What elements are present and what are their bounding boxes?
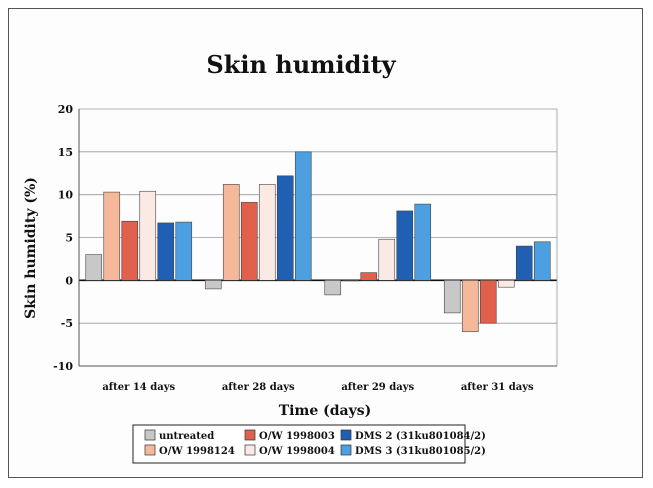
legend-swatch — [144, 429, 156, 441]
bar — [294, 151, 312, 281]
bar — [461, 280, 479, 333]
y-tick-label: -5 — [61, 317, 73, 330]
legend-swatch — [340, 429, 352, 441]
bar — [121, 220, 139, 281]
y-tick-labels: 20 15 10 5 0 -5 -10 — [53, 103, 73, 373]
bar — [324, 280, 342, 296]
x-category-label: after 28 days — [222, 382, 295, 393]
bar — [414, 203, 432, 281]
bar — [497, 280, 515, 288]
bar — [533, 241, 551, 281]
chart-frame: Skin humidity 20 15 10 5 0 -5 -10 after 14 day… — [8, 8, 643, 478]
legend-label: O/W 1998124 — [159, 446, 235, 457]
chart-title: Skin humidity — [206, 50, 396, 79]
bar — [139, 190, 157, 281]
legend-swatch — [340, 444, 352, 456]
y-tick-label: 5 — [65, 232, 73, 245]
legend: untreated O/W 1998003 DMS 2 (31ku801084/2)… — [132, 424, 486, 464]
bars — [85, 151, 551, 333]
bar — [157, 222, 175, 281]
legend-swatch — [144, 444, 156, 456]
legend-label: DMS 3 (31ku801085/2) — [355, 446, 486, 457]
legend-label: O/W 1998003 — [259, 431, 335, 442]
x-axis-title: Time (days) — [279, 403, 371, 419]
y-tick-label: 20 — [58, 103, 74, 116]
bar — [85, 254, 103, 281]
bar — [258, 184, 276, 281]
y-axis-title: Skin humidity (%) — [23, 177, 39, 319]
legend-label: O/W 1998004 — [259, 446, 335, 457]
x-category-label: after 29 days — [341, 382, 414, 393]
bar-chart: Skin humidity 20 15 10 5 0 -5 -10 after 14 day… — [23, 50, 558, 464]
y-tick-label: 0 — [65, 274, 73, 287]
y-tick-label: 15 — [58, 146, 73, 159]
bar — [360, 272, 378, 281]
bar — [396, 210, 414, 281]
bar — [515, 245, 533, 281]
x-category-label: after 14 days — [102, 382, 175, 393]
bar — [204, 280, 222, 290]
legend-label: DMS 2 (31ku801084/2) — [355, 431, 486, 442]
bar — [378, 238, 396, 281]
legend-box — [132, 424, 466, 464]
y-tick-label: 10 — [58, 189, 74, 202]
bar — [479, 280, 497, 324]
bar — [222, 184, 240, 281]
legend-swatch — [244, 444, 256, 456]
legend-items: untreated O/W 1998003 DMS 2 (31ku801084/2)… — [144, 429, 486, 457]
x-category-label: after 31 days — [461, 382, 534, 393]
bar — [276, 175, 294, 281]
bar — [240, 202, 258, 281]
bar — [443, 280, 461, 314]
x-category-labels: after 14 days after 28 days after 29 days a… — [102, 382, 534, 393]
bar — [103, 191, 121, 281]
bar — [342, 280, 360, 282]
legend-swatch — [244, 429, 256, 441]
y-tick-label: -10 — [53, 360, 73, 373]
legend-label: untreated — [159, 431, 214, 442]
bar — [175, 221, 193, 281]
